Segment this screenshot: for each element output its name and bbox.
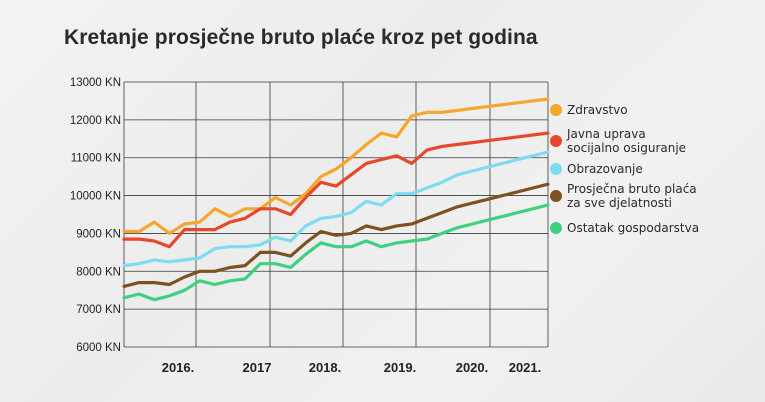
y-tick-label: 7000 KN: [76, 304, 121, 316]
y-axis-ticks: 6000 KN 7000 KN 8000 KN 9000 KN 10000 KN 1100…: [70, 77, 121, 354]
legend-label-1: Javna uprava socijalno osiguranje: [566, 127, 686, 155]
chart-title: Kretanje prosječne bruto plaće kroz pet …: [64, 26, 538, 49]
legend: Zdravstvo Javna uprava socijalno osiguranj…: [550, 103, 699, 235]
legend-marker-3: [550, 190, 562, 202]
series-line-3: [122, 182, 550, 288]
y-tick-label: 13000 KN: [70, 77, 121, 89]
series-line-1: [122, 131, 550, 249]
legend-marker-1: [550, 135, 562, 147]
x-tick-label: 2020.: [456, 360, 489, 375]
y-tick-label: 9000 KN: [76, 228, 121, 240]
legend-marker-4: [550, 222, 562, 234]
legend-marker-0: [550, 104, 562, 116]
y-tick-label: 6000 KN: [76, 342, 121, 354]
x-tick-label: 2017: [243, 360, 272, 375]
x-axis-ticks: 2016. 2017 2018. 2019. 2020. 2021.: [162, 360, 542, 375]
legend-label-4: Ostatak gospodarstva: [567, 221, 699, 235]
y-tick-label: 10000 KN: [70, 191, 121, 203]
x-tick-label: 2019.: [384, 360, 417, 375]
series-line-2: [122, 150, 550, 268]
x-tick-label: 2021.: [509, 360, 542, 375]
x-tick-label: 2018.: [309, 360, 342, 375]
legend-label-2: Obrazovanje: [567, 162, 643, 176]
series-line-0: [122, 97, 550, 235]
legend-marker-2: [550, 163, 562, 175]
y-tick-label: 11000 KN: [71, 153, 121, 165]
y-tick-label: 12000 KN: [70, 115, 121, 127]
legend-label-0: Zdravstvo: [567, 103, 628, 117]
series-line-4: [122, 203, 550, 302]
grid: [123, 81, 549, 348]
x-tick-label: 2016.: [162, 360, 195, 375]
legend-label-3: Prosječna bruto plaća za sve djelatnosti: [567, 182, 697, 210]
y-tick-label: 8000 KN: [76, 266, 121, 278]
series-lines: [122, 97, 550, 302]
